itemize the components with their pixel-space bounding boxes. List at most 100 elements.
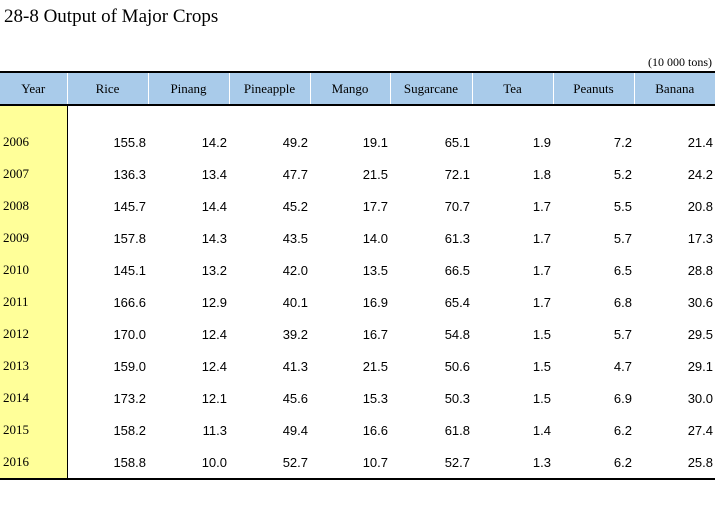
value-cell: 45.6 — [282, 390, 308, 406]
crops-table: Year Rice Pinang Pineapple Mango Sugarca… — [0, 71, 715, 480]
value-cell: 29.5 — [687, 326, 713, 342]
value-cell: 5.2 — [613, 166, 632, 182]
value-cell: 28.8 — [687, 262, 713, 278]
value-cell: 1.7 — [532, 294, 551, 310]
value-cell: 13.5 — [362, 262, 388, 278]
value-cell: 1.7 — [532, 198, 551, 214]
value-cell: 14.3 — [201, 230, 227, 246]
value-cell: 65.4 — [444, 294, 470, 310]
column-header-mango: Mango — [309, 71, 390, 106]
table-row: 2008 145.7 14.4 45.2 17.7 70.7 1.7 5.5 20.8 — [0, 190, 715, 222]
column-header-peanuts: Peanuts — [552, 71, 634, 106]
value-cell: 1.5 — [532, 390, 551, 406]
value-cell: 6.9 — [613, 390, 632, 406]
value-cell: 54.8 — [444, 326, 470, 342]
value-cell: 1.5 — [532, 326, 551, 342]
value-cell: 61.3 — [444, 230, 470, 246]
year-cell: 2016 — [0, 446, 68, 480]
year-cell: 2008 — [0, 190, 68, 222]
table-row: 2009 157.8 14.3 43.5 14.0 61.3 1.7 5.7 17.3 — [0, 222, 715, 254]
value-cell: 10.7 — [310, 446, 390, 480]
value-cell: 6.2 — [553, 446, 634, 480]
value-cell: 45.2 — [282, 198, 308, 214]
year-cell: 2014 — [0, 382, 68, 414]
value-cell: 61.8 — [444, 422, 470, 438]
table-title: 28-8 Output of Major Crops — [4, 6, 219, 27]
value-cell: 6.8 — [613, 294, 632, 310]
value-cell: 12.4 — [201, 326, 227, 342]
value-cell: 13.4 — [201, 166, 227, 182]
table-row: 2016 158.8 10.0 52.7 10.7 52.7 1.3 6.2 25.8 — [0, 446, 715, 480]
value-cell: 157.8 — [113, 230, 146, 246]
value-cell: 52.7 — [229, 446, 310, 480]
value-cell: 5.7 — [613, 230, 632, 246]
value-cell: 25.8 — [634, 446, 715, 480]
value-cell: 4.7 — [613, 358, 632, 374]
value-cell: 155.8 — [113, 134, 146, 150]
value-cell: 136.3 — [113, 166, 146, 182]
year-cell: 2009 — [0, 222, 68, 254]
table-row: 2006 155.8 14.2 49.2 19.1 65.1 1.9 7.2 21.4 — [0, 126, 715, 158]
value-cell: 173.2 — [113, 390, 146, 406]
value-cell: 72.1 — [444, 166, 470, 182]
column-header-pineapple: Pineapple — [228, 71, 310, 106]
year-cell: 2013 — [0, 350, 68, 382]
column-header-banana: Banana — [633, 71, 715, 106]
value-cell: 43.5 — [282, 230, 308, 246]
value-cell: 30.6 — [687, 294, 713, 310]
year-cell: 2012 — [0, 318, 68, 350]
header-row: Year Rice Pinang Pineapple Mango Sugarca… — [0, 71, 715, 106]
column-header-tea: Tea — [471, 71, 553, 106]
column-header-pinang: Pinang — [147, 71, 229, 106]
value-cell: 11.3 — [202, 422, 227, 438]
value-cell: 16.6 — [362, 422, 388, 438]
column-header-year: Year — [0, 71, 67, 106]
year-cell: 2006 — [0, 126, 68, 158]
value-cell: 39.2 — [282, 326, 308, 342]
value-cell: 5.5 — [613, 198, 632, 214]
value-cell: 145.1 — [113, 262, 146, 278]
value-cell: 1.9 — [532, 134, 551, 150]
value-cell: 65.1 — [444, 134, 470, 150]
value-cell: 20.8 — [687, 198, 713, 214]
value-cell: 21.4 — [687, 134, 713, 150]
value-cell: 29.1 — [687, 358, 713, 374]
value-cell: 49.4 — [282, 422, 308, 438]
value-cell: 12.1 — [201, 390, 227, 406]
value-cell: 158.2 — [113, 422, 146, 438]
table-row: 2010 145.1 13.2 42.0 13.5 66.5 1.7 6.5 28.8 — [0, 254, 715, 286]
year-cell: 2010 — [0, 254, 68, 286]
spacer-row — [0, 105, 715, 126]
table-body: 2006 155.8 14.2 49.2 19.1 65.1 1.9 7.2 21.4 2007 1… — [0, 105, 715, 480]
table-row: 2015 158.2 11.3 49.4 16.6 61.8 1.4 6.2 27.4 — [0, 414, 715, 446]
unit-note: (10 000 tons) — [648, 55, 712, 69]
value-cell: 16.9 — [362, 294, 388, 310]
value-cell: 6.2 — [613, 422, 632, 438]
value-cell: 24.2 — [687, 166, 713, 182]
value-cell: 1.4 — [532, 422, 551, 438]
value-cell: 6.5 — [613, 262, 632, 278]
value-cell: 50.6 — [444, 358, 470, 374]
value-cell: 42.0 — [282, 262, 308, 278]
value-cell: 15.3 — [362, 390, 388, 406]
value-cell: 17.3 — [687, 230, 713, 246]
value-cell: 1.8 — [532, 166, 551, 182]
value-cell: 7.2 — [613, 134, 632, 150]
value-cell: 1.7 — [532, 230, 551, 246]
value-cell: 30.0 — [687, 390, 713, 406]
value-cell: 70.7 — [444, 198, 470, 214]
value-cell: 50.3 — [444, 390, 470, 406]
value-cell: 12.9 — [201, 294, 227, 310]
table-row: 2007 136.3 13.4 47.7 21.5 72.1 1.8 5.2 24.2 — [0, 158, 715, 190]
value-cell: 170.0 — [113, 326, 146, 342]
value-cell: 49.2 — [282, 134, 308, 150]
year-spacer-cell — [0, 105, 68, 126]
value-cell: 1.7 — [532, 262, 551, 278]
value-cell: 21.5 — [362, 358, 388, 374]
value-cell: 17.7 — [362, 198, 388, 214]
value-cell: 21.5 — [362, 166, 388, 182]
table-row: 2012 170.0 12.4 39.2 16.7 54.8 1.5 5.7 29.5 — [0, 318, 715, 350]
value-cell: 14.4 — [201, 198, 227, 214]
table-row: 2014 173.2 12.1 45.6 15.3 50.3 1.5 6.9 30.0 — [0, 382, 715, 414]
value-cell: 27.4 — [687, 422, 713, 438]
